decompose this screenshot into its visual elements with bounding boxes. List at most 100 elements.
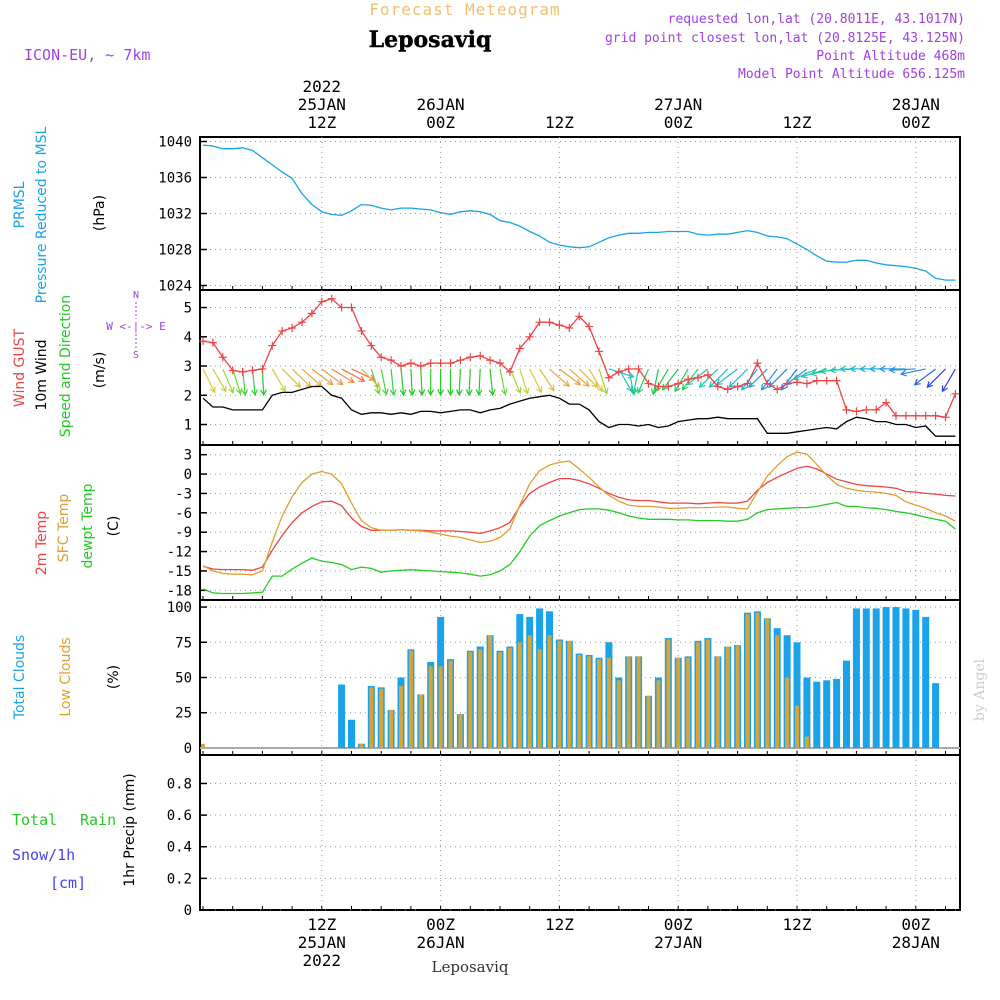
wind-gust-marker [624,364,633,373]
low-clouds-bar [567,640,572,748]
total-clouds-bar [912,609,920,748]
low-clouds-bar [428,666,433,748]
wind-direction-arrow [389,368,397,397]
precip-snow-label: Snow/1h [12,846,75,864]
wind-gust-marker [476,351,485,360]
ytick-label-wind: 5 [184,301,192,317]
bottom-axis-hour: 00Z [901,915,930,934]
ytick-label-clouds: 75 [175,635,192,651]
compass-north: N [133,290,139,301]
low-clouds-bar [547,635,552,748]
ytick-label-temp: -15 [167,564,192,580]
wind-gust-marker [743,379,752,388]
compass-south: S [133,350,139,361]
wind-direction-arrow [549,368,570,387]
wind-gust-marker [575,312,584,321]
low-clouds-bar [488,635,493,748]
low-clouds-bar [418,694,423,748]
bottom-axis-hour: 12Z [307,915,336,934]
top-axis-hour: 00Z [664,113,693,132]
ytick-label-temp: -3 [175,486,192,502]
wind-gust-marker [436,359,445,368]
wind-10m-line [202,385,956,437]
low-clouds-bar [765,618,770,748]
wind-direction-arrow [559,368,582,386]
bottom-axis-year: 2022 [303,951,342,970]
low-clouds-bar [458,714,463,748]
low-clouds-bar [725,646,730,748]
wind-gust-marker [446,359,455,368]
wind-direction-arrow [281,368,302,389]
wind-gust-marker [199,337,207,346]
prmsl-label: PRMSL [12,181,28,228]
wind-direction-arrow [519,368,530,395]
top-axis-hour: 00Z [426,113,455,132]
wind-gust-marker [812,376,821,385]
low-clouds-bar [606,657,611,748]
wind-gust-marker [793,378,801,387]
wind-gust-marker [347,303,356,312]
precip-unit: 1hr Precip (mm) [122,773,138,886]
wind-direction-arrow [631,368,640,396]
temp-sfc-label: SFC Temp [56,494,72,563]
wind-gust-marker [664,382,673,391]
top-axis-date: 27JAN [654,95,702,114]
wind-direction-arrow [408,368,416,397]
wind-speed-direction-label: Speed and Direction [58,295,74,437]
total-clouds-bar [902,608,910,748]
total-clouds-label: Total Clouds [12,635,28,720]
requested-coords: requested lon,lat (20.8011E, 43.1017N) [668,12,965,27]
wind-gust-marker [525,332,534,341]
wind-gust-marker [783,379,792,388]
low-clouds-bar [616,680,621,748]
total-clouds-bar [852,608,860,748]
temperature-series [202,451,956,595]
wind-direction-arrow [578,368,599,389]
top-axis-hour: 00Z [901,113,930,132]
low-clouds-bar [636,656,641,748]
ytick-label-clouds: 0 [184,741,192,757]
ytick-label-precip: 0.6 [167,808,192,824]
top-axis-hour: 12Z [783,113,812,132]
pressure-unit: (hPa) [92,195,108,231]
low-clouds-bar [715,656,720,748]
wind-direction-arrow [399,368,407,397]
low-clouds-bar [735,645,740,748]
wind-gust-marker [694,373,702,382]
clouds-unit: (%) [106,665,122,689]
wind-gust-marker [387,356,396,365]
ytick-label-temp: -18 [167,583,192,599]
low-clouds-bar [666,639,671,748]
wind-gust-marker [644,379,653,388]
wind-gust-marker [901,411,910,420]
wind-gust-marker [367,341,376,350]
low-clouds-bar [577,654,582,748]
temp-dewpt-line [202,501,956,595]
temp-sfc-line [202,451,956,576]
top-axis-hour: 12Z [307,113,336,132]
wind-direction-arrow [447,368,454,397]
bottom-axis-hour: 00Z [664,915,693,934]
wind-direction-arrow [636,368,650,395]
top-axis-hour: 12Z [545,113,574,132]
wind-direction-arrow [202,368,216,394]
wind-gust-marker [822,376,831,385]
total-clouds-bar [793,642,801,748]
wind-direction-arrow [260,368,267,397]
ytick-label-precip: 0.4 [167,840,192,856]
bottom-axis-date: 26JAN [417,933,465,952]
wind-gust-marker [486,356,495,365]
wind-direction-arrow [212,368,227,393]
ytick-label-temp: -6 [175,506,192,522]
wind-gust-marker [654,382,663,391]
low-clouds-bar [448,660,453,748]
precip-rain-label: Rain [80,811,116,829]
wind-gust-marker [674,379,683,388]
wind-gust-marker [208,338,217,347]
ytick-label-temp: 0 [184,467,192,483]
wind-gust-marker [842,405,851,414]
total-clouds-bar [813,681,821,748]
ytick-label-precip: 0.8 [167,776,192,792]
low-clouds-bar [359,743,364,748]
